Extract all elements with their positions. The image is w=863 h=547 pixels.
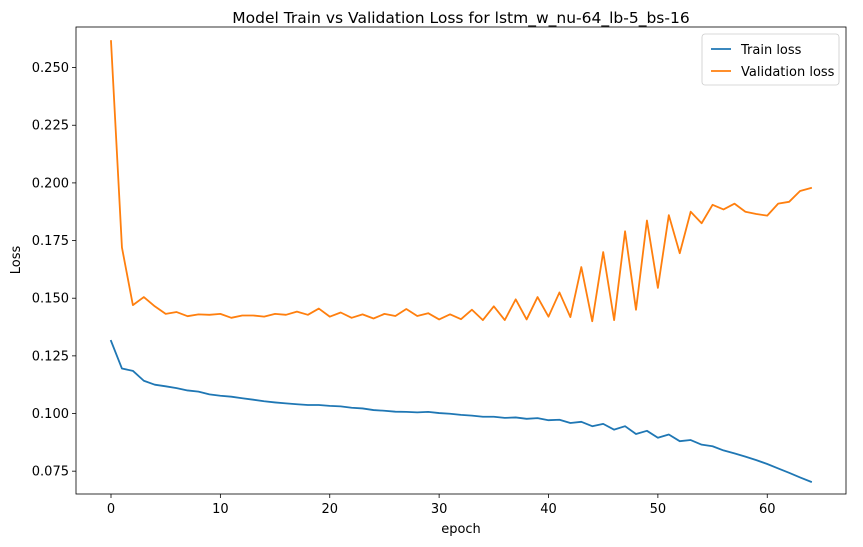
legend-label-train-loss: Train loss bbox=[740, 43, 802, 58]
x-tick-label: 20 bbox=[321, 502, 338, 517]
x-axis-label: epoch bbox=[441, 522, 481, 537]
x-axis: 0 10 20 30 40 50 60 bbox=[107, 494, 776, 517]
legend-label-validation-loss: Validation loss bbox=[741, 65, 835, 80]
x-tick-label: 40 bbox=[540, 502, 557, 517]
legend: Train loss Validation loss bbox=[701, 33, 840, 86]
y-axis: 0.075 0.100 0.125 0.150 0.175 0.200 0.225 0.250 bbox=[32, 61, 76, 480]
y-tick-label: 0.150 bbox=[32, 292, 69, 307]
plot-frame bbox=[75, 26, 847, 495]
x-tick-label: 0 bbox=[107, 502, 115, 517]
chart-title: Model Train vs Validation Loss for lstm_… bbox=[232, 9, 689, 28]
legend-box bbox=[701, 33, 840, 86]
y-axis-label: Loss bbox=[9, 246, 24, 275]
series-lines bbox=[109, 40, 813, 483]
x-tick-label: 30 bbox=[431, 502, 448, 517]
series-line-validation-loss bbox=[110, 40, 813, 323]
series-line-train-loss bbox=[109, 339, 813, 483]
y-tick-label: 0.075 bbox=[32, 465, 69, 480]
y-tick-label: 0.200 bbox=[32, 176, 69, 191]
plot-area: 0 10 20 30 40 50 60 0.0750.1000.1250.1500.1750… bbox=[32, 26, 847, 517]
y-tick-label: 0.100 bbox=[32, 407, 69, 422]
x-tick-label: 50 bbox=[650, 502, 667, 517]
x-tick-label: 60 bbox=[759, 502, 776, 517]
y-tick-label: 0.125 bbox=[32, 349, 69, 364]
y-tick-label: 0.250 bbox=[32, 61, 69, 76]
y-tick-label: 0.225 bbox=[32, 119, 69, 134]
x-tick-label: 10 bbox=[212, 502, 229, 517]
y-tick-label: 0.175 bbox=[32, 234, 69, 249]
